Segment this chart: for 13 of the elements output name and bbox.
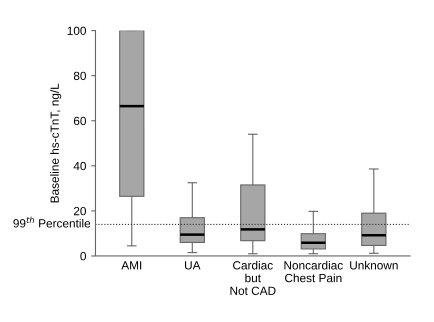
x-tick-label: Cardiac but Not CAD bbox=[230, 260, 276, 295]
x-tick-label: Noncardiac Chest Pain bbox=[284, 260, 343, 282]
ref-line-label: 99$^{th}$ Percentile bbox=[13, 216, 90, 228]
y-tick-label: 40 bbox=[74, 162, 86, 170]
x-tick-label: Unknown bbox=[350, 260, 398, 270]
y-tick-label: 0 bbox=[80, 252, 86, 260]
x-tick-label: UA bbox=[185, 261, 200, 270]
x-tick-label: AMI bbox=[121, 261, 142, 270]
y-axis-title: Baseline hs-cTnT, ng/L bbox=[50, 84, 62, 202]
y-tick-label: 80 bbox=[74, 72, 86, 80]
y-tick-label: 60 bbox=[74, 116, 86, 126]
y-tick-label: 100 bbox=[68, 26, 86, 35]
y-tick-label: 20 bbox=[74, 206, 86, 216]
